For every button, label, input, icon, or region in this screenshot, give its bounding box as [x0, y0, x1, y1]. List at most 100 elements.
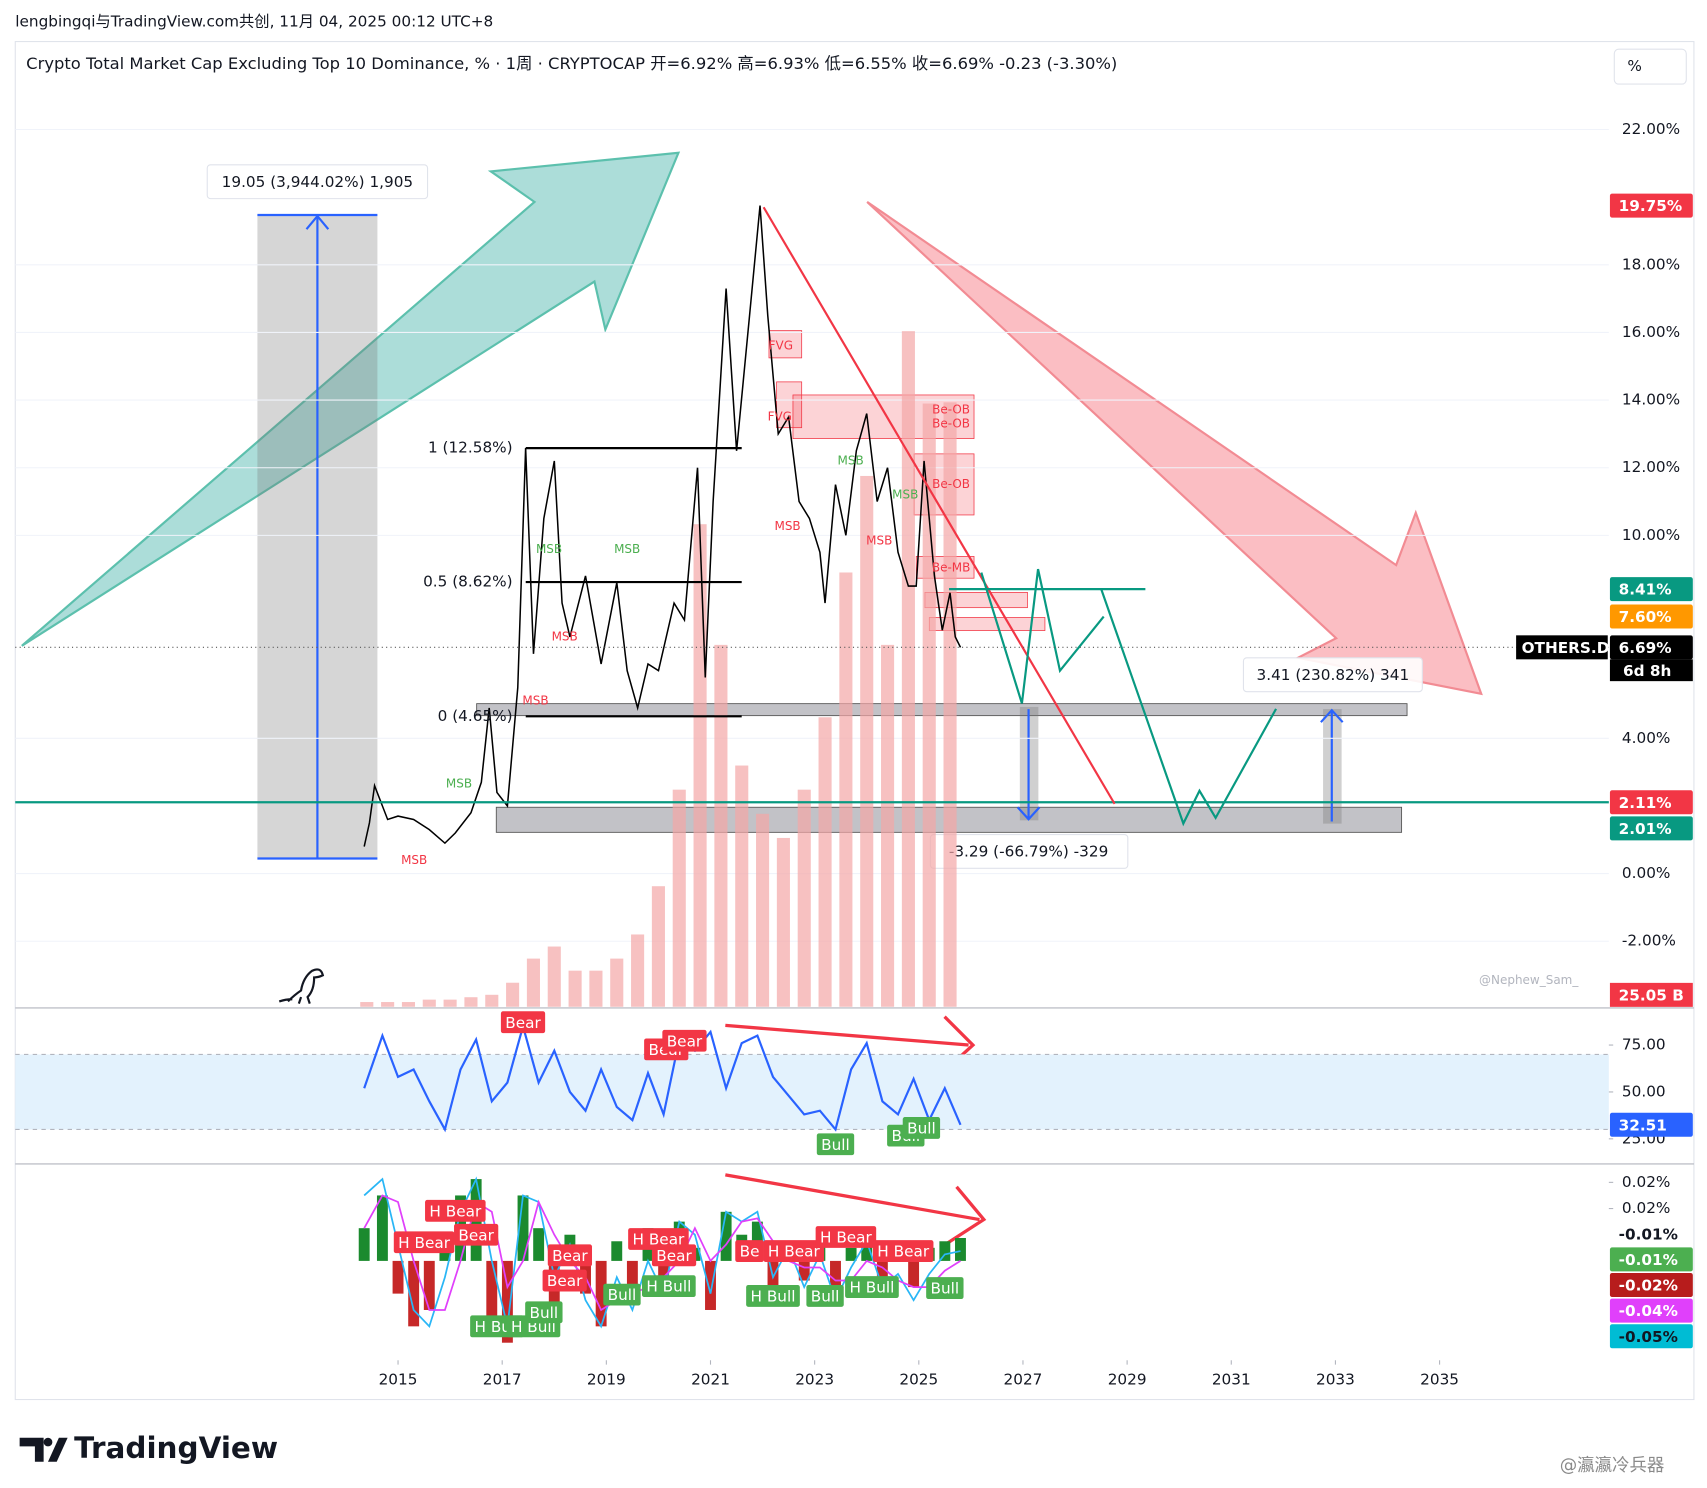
- signal-box: [425, 1199, 486, 1222]
- projection-line: [762, 206, 1116, 805]
- signal-box: [641, 1275, 696, 1298]
- x-tick-label: 2023: [795, 1370, 834, 1388]
- volume-label-box: [1609, 982, 1693, 1007]
- annotation: MSB: [536, 542, 562, 556]
- price-label-box: [1609, 1247, 1693, 1272]
- volume-bar: [401, 1002, 415, 1007]
- y-tick-label: 22.00%: [1622, 120, 1680, 138]
- price-label: -0.04%: [1619, 1302, 1678, 1320]
- signal-box: [525, 1301, 563, 1324]
- macd-histogram-bar: [533, 1228, 545, 1261]
- signal-box: [815, 1226, 877, 1248]
- volume-bar: [526, 958, 540, 1007]
- scale-button[interactable]: [1613, 48, 1687, 85]
- volume-bar: [943, 402, 957, 1007]
- y-tick-label: 0.02%: [1622, 1199, 1671, 1217]
- price-line: [363, 205, 962, 847]
- signal-box: [763, 1240, 825, 1262]
- volume-bar: [464, 997, 478, 1007]
- author: @瀛瀛冷兵器: [1560, 1455, 1665, 1476]
- macd-histogram-bar: [705, 1260, 716, 1310]
- volume-bar: [672, 789, 686, 1007]
- price-label-box: [1609, 577, 1693, 602]
- signal-box: [902, 1117, 941, 1139]
- price-label-box: [1609, 635, 1693, 660]
- x-tick-label: 2017: [483, 1370, 522, 1388]
- price-label: -0.01%: [1619, 1251, 1678, 1269]
- measure-label-box: [206, 164, 429, 200]
- scale-button-label[interactable]: %: [1627, 57, 1642, 75]
- signal-box: [662, 1029, 707, 1052]
- signal-box: [500, 1011, 546, 1034]
- volume-bar: [568, 970, 582, 1007]
- volume-bar: [818, 717, 832, 1007]
- volume-bar: [360, 1002, 374, 1007]
- projection-line: [1100, 588, 1278, 827]
- frame: [14, 41, 1695, 1401]
- price-label-box: [1609, 604, 1693, 629]
- annotation: FVG: [769, 338, 793, 352]
- signal-label: Be: [740, 1243, 760, 1261]
- annotation: MSB: [838, 453, 864, 467]
- fib-label: 0 (4.65%): [438, 707, 513, 725]
- price-label: -0.05%: [1619, 1328, 1678, 1346]
- price-label: 6.69%: [1619, 639, 1672, 657]
- signal-box: [542, 1269, 587, 1292]
- fvg-box: [924, 592, 1028, 609]
- annotation: Be-MB: [932, 561, 970, 575]
- annotation: MSB: [892, 487, 918, 501]
- volume-bar: [881, 644, 895, 1007]
- macd-histogram-bar: [423, 1260, 435, 1310]
- measure-arrowhead: [1016, 806, 1041, 821]
- volume-bar: [797, 789, 811, 1007]
- macd-histogram-bar: [626, 1260, 638, 1301]
- signal-box: [926, 1277, 964, 1299]
- signal-box: [746, 1285, 800, 1307]
- x-tick-label: 2025: [899, 1370, 938, 1388]
- volume-bar: [381, 1002, 395, 1007]
- price-label: 2.01%: [1619, 820, 1672, 838]
- volume-bar: [485, 994, 499, 1007]
- signal-label: Bear: [656, 1247, 692, 1265]
- fib-label: 1 (12.58%): [428, 439, 513, 457]
- price-label: 2.11%: [1619, 794, 1672, 812]
- signal-label: Bull: [608, 1286, 637, 1304]
- signal-label: Bear: [458, 1226, 494, 1244]
- signal-box: [454, 1223, 499, 1246]
- macd-histogram-bar: [876, 1260, 888, 1281]
- volume-bar: [443, 999, 457, 1007]
- fib-label: 0.5 (8.62%): [423, 573, 513, 591]
- annotation: MSB: [401, 853, 427, 867]
- measure-label: 19.05 (3,944.02%) 1,905: [222, 173, 414, 191]
- signal-box: [806, 1285, 844, 1307]
- macd-histogram-bar: [517, 1195, 529, 1261]
- price-label-box: [1609, 193, 1693, 218]
- signal-box: [735, 1240, 764, 1262]
- macd-histogram-bar: [595, 1260, 607, 1327]
- signal-label: Bear: [547, 1272, 583, 1290]
- logo-dino: [278, 968, 325, 1004]
- signal-label: Bull: [907, 1120, 936, 1138]
- annotation: FVG: [768, 409, 792, 423]
- x-tick-label: 2019: [587, 1370, 626, 1388]
- projection-line: [980, 568, 1105, 704]
- x-tick-label: 2035: [1420, 1370, 1459, 1388]
- annotation: MSB: [866, 533, 892, 547]
- bull-arrow: [21, 151, 681, 647]
- y-tick-label: 4.00%: [1622, 729, 1671, 747]
- y-tick-label: -2.00%: [1622, 932, 1676, 950]
- brand: TradingView: [74, 1431, 278, 1465]
- signal-label: H Bear: [768, 1243, 821, 1261]
- signal-box: [872, 1240, 934, 1262]
- watermark: @Nephew_Sam_: [1479, 973, 1579, 987]
- macd-histogram-bar: [501, 1260, 513, 1343]
- countdown-box: [1609, 659, 1693, 682]
- annotation: MSB: [446, 776, 472, 790]
- y-tick-label: 0.00%: [1622, 864, 1671, 882]
- x-tick-label: 2029: [1108, 1370, 1147, 1388]
- signal-label: Bear: [667, 1032, 703, 1050]
- volume-label: 25.05 B: [1619, 986, 1684, 1004]
- fvg-box: [768, 330, 803, 359]
